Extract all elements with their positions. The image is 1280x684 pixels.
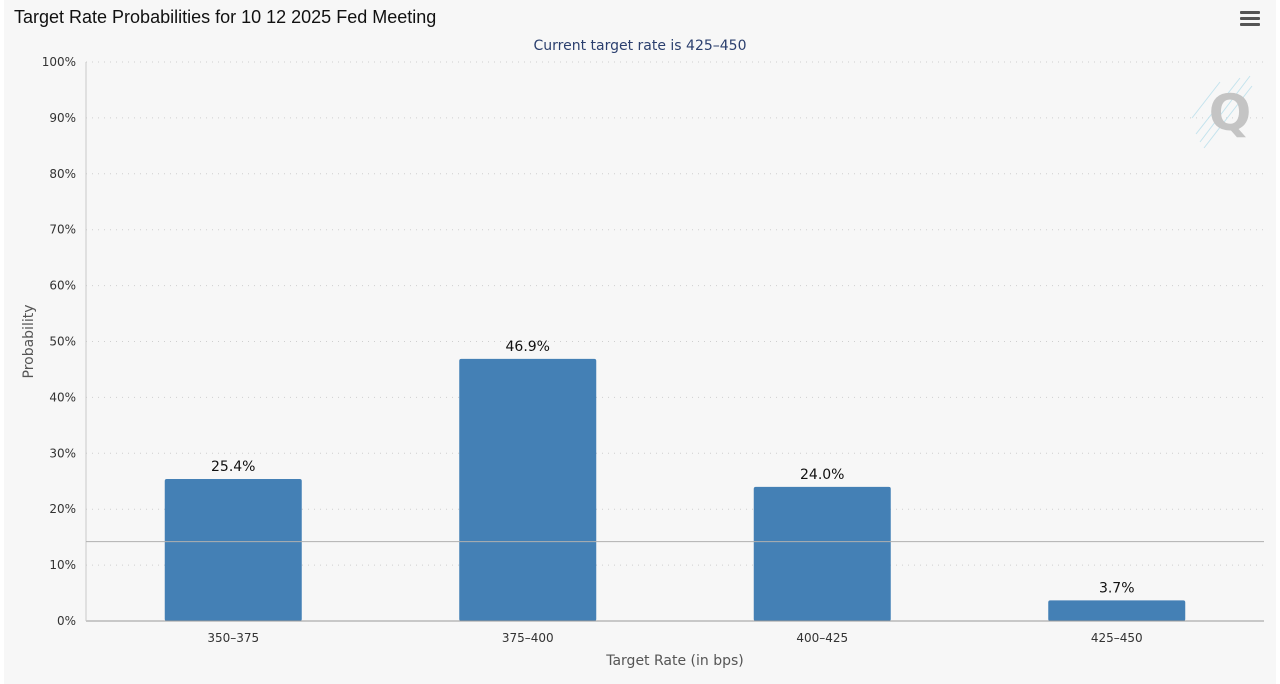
chart-subtitle: Current target rate is 425–450 bbox=[533, 38, 746, 54]
grid-lines bbox=[86, 61, 1264, 566]
data-labels: 25.4% 46.9% 24.0% 3.7% bbox=[211, 339, 1135, 596]
bar-400–425[interactable] bbox=[753, 486, 891, 621]
y-tick-label: 30% bbox=[49, 446, 76, 460]
data-label: 24.0% bbox=[800, 467, 844, 483]
data-label: 3.7% bbox=[1099, 580, 1135, 596]
y-tick-label: 40% bbox=[49, 390, 76, 404]
bar-375–400[interactable] bbox=[459, 358, 597, 621]
bars bbox=[164, 358, 1186, 621]
hamburger-menu-icon[interactable] bbox=[1238, 11, 1262, 31]
x-tick-label: 350–375 bbox=[207, 631, 259, 645]
y-tick-label: 60% bbox=[49, 279, 76, 293]
y-tick-label: 100% bbox=[42, 55, 76, 69]
y-axis-ticks: 0% 10% 20% 30% 40% 50% 60% 70% 80% 90% 100% bbox=[42, 55, 76, 628]
x-tick-label: 400–425 bbox=[796, 631, 848, 645]
bar-425–450[interactable] bbox=[1048, 600, 1186, 621]
q-logo-watermark: Q bbox=[1191, 75, 1253, 149]
x-axis-label: Target Rate (in bps) bbox=[605, 653, 744, 669]
bar-350–375[interactable] bbox=[164, 479, 302, 621]
y-tick-label: 10% bbox=[49, 558, 76, 572]
y-tick-label: 80% bbox=[49, 167, 76, 181]
q-logo-letter: Q bbox=[1209, 84, 1252, 142]
y-tick-label: 90% bbox=[49, 111, 76, 125]
x-tick-label: 375–400 bbox=[502, 631, 554, 645]
x-tick-label: 425–450 bbox=[1091, 631, 1143, 645]
data-label: 46.9% bbox=[506, 339, 550, 355]
y-tick-label: 20% bbox=[49, 502, 76, 516]
y-tick-label: 50% bbox=[49, 335, 76, 349]
y-axis-label: Probability bbox=[21, 304, 37, 378]
chart-title: Target Rate Probabilities for 10 12 2025… bbox=[14, 7, 437, 27]
data-label: 25.4% bbox=[211, 459, 255, 475]
y-tick-label: 0% bbox=[57, 614, 76, 628]
x-axis-ticks: 350–375 375–400 400–425 425–450 bbox=[207, 631, 1142, 645]
y-tick-label: 70% bbox=[49, 223, 76, 237]
